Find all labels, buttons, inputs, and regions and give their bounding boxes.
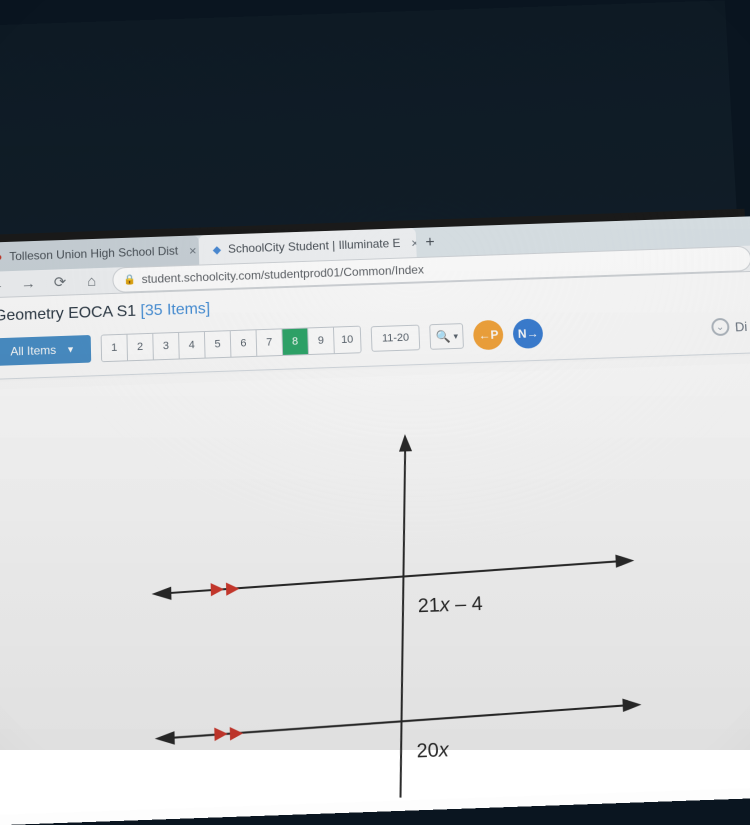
chevron-down-icon: ▾ <box>453 331 458 342</box>
directions-toggle[interactable]: ⌄ Di <box>711 317 748 336</box>
assessment-title: Geometry EOCA S1 <box>0 303 136 325</box>
page-content: Geometry EOCA S1 [35 Items] All Items ▼ … <box>0 272 750 825</box>
question-nav-2[interactable]: 2 <box>127 334 153 361</box>
back-button[interactable]: ← <box>0 273 8 295</box>
prev-button[interactable]: ←P <box>473 320 504 351</box>
browser-window: ● Tolleson Union High School Dist × ◆ Sc… <box>0 216 750 800</box>
svg-text:21x – 4: 21x – 4 <box>417 594 483 618</box>
question-nav-9[interactable]: 9 <box>308 328 335 354</box>
chevron-down-icon: ⌄ <box>711 318 730 336</box>
tab-label: Tolleson Union High School Dist <box>9 244 178 263</box>
question-nav-5[interactable]: 5 <box>205 331 231 357</box>
question-diagram: 21x – 4 20x <box>0 363 750 814</box>
question-nav-1[interactable]: 1 <box>102 335 128 362</box>
chevron-down-icon: ▼ <box>66 344 75 354</box>
close-icon[interactable]: × <box>189 243 197 258</box>
directions-label: Di <box>735 319 748 334</box>
question-nav-6[interactable]: 6 <box>231 330 258 356</box>
all-items-label: All Items <box>10 343 56 358</box>
svg-text:20x: 20x <box>416 740 450 763</box>
question-nav-3[interactable]: 3 <box>153 333 179 360</box>
question-nav-7[interactable]: 7 <box>256 329 283 355</box>
new-tab-button[interactable]: + <box>416 229 445 257</box>
all-items-dropdown[interactable]: All Items ▼ <box>0 335 91 366</box>
question-nav-8[interactable]: 8 <box>282 328 309 354</box>
forward-button[interactable]: → <box>17 272 39 294</box>
next-button[interactable]: N→ <box>513 318 544 349</box>
favicon-blue-icon: ◆ <box>213 243 222 256</box>
geometry-figure: 21x – 4 20x <box>0 363 750 814</box>
question-nav-10[interactable]: 10 <box>334 327 361 353</box>
favicon-red-icon: ● <box>0 250 3 263</box>
tab-label: SchoolCity Student | Illuminate E <box>228 236 401 256</box>
question-nav-4[interactable]: 4 <box>179 332 205 358</box>
url-text: student.schoolcity.com/studentprod01/Com… <box>141 263 424 286</box>
item-count: [35 Items] <box>140 300 210 319</box>
desktop-background-top <box>0 0 737 242</box>
search-icon: 🔍 <box>435 329 450 343</box>
question-number-group: 1 2 3 4 5 6 7 8 9 10 <box>101 326 362 363</box>
reload-button[interactable]: ⟳ <box>49 271 71 293</box>
home-button[interactable]: ⌂ <box>81 270 103 292</box>
lock-icon: 🔒 <box>123 274 136 285</box>
question-range-button[interactable]: 11-20 <box>371 325 421 352</box>
search-dropdown[interactable]: 🔍 ▾ <box>429 323 464 350</box>
